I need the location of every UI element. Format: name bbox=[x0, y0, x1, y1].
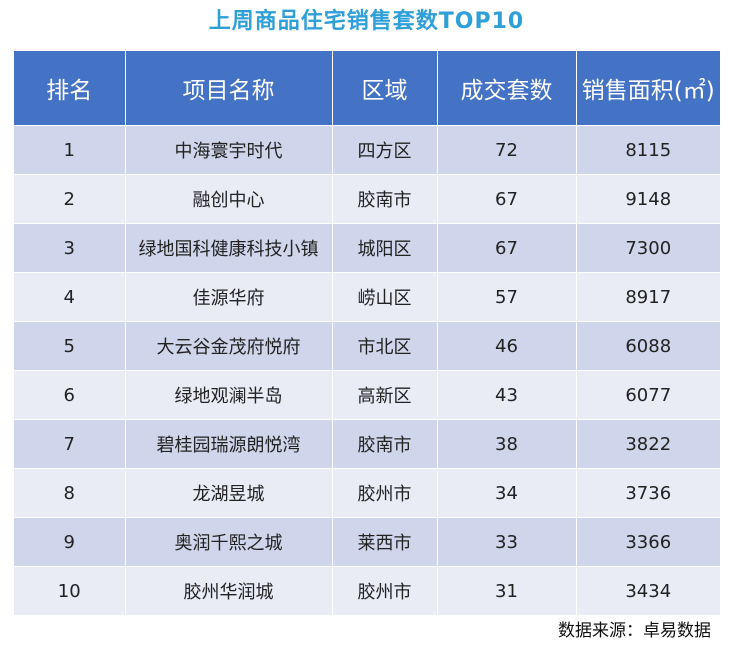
table-row: 8 龙湖昱城 胶州市 34 3736 bbox=[14, 468, 720, 518]
cell-rank: 2 bbox=[14, 174, 126, 224]
header-sales-area: 销售面积(㎡) bbox=[576, 51, 720, 126]
cell-sales-area: 6077 bbox=[576, 370, 720, 420]
table-row: 4 佳源华府 崂山区 57 8917 bbox=[14, 272, 720, 322]
table-row: 1 中海寰宇时代 四方区 72 8115 bbox=[14, 125, 720, 175]
cell-sales-area: 7300 bbox=[576, 223, 720, 273]
header-rank: 排名 bbox=[14, 51, 126, 126]
page-title: 上周商品住宅销售套数TOP10 bbox=[208, 9, 525, 34]
table-row: 10 胶州华润城 胶州市 31 3434 bbox=[14, 566, 720, 615]
cell-district: 崂山区 bbox=[332, 272, 438, 322]
cell-rank: 6 bbox=[14, 370, 126, 420]
cell-rank: 8 bbox=[14, 468, 126, 518]
cell-district: 市北区 bbox=[332, 321, 438, 371]
cell-project-name: 中海寰宇时代 bbox=[125, 125, 333, 175]
cell-district: 莱西市 bbox=[332, 517, 438, 567]
data-source-note: 数据来源：卓易数据 bbox=[558, 621, 711, 641]
table-row: 5 大云谷金茂府悦府 市北区 46 6088 bbox=[14, 321, 720, 371]
cell-sales-area: 3736 bbox=[576, 468, 720, 518]
cell-project-name: 胶州华润城 bbox=[125, 566, 333, 615]
cell-project-name: 绿地观澜半岛 bbox=[125, 370, 333, 420]
cell-project-name: 大云谷金茂府悦府 bbox=[125, 321, 333, 371]
cell-rank: 4 bbox=[14, 272, 126, 322]
cell-units-sold: 33 bbox=[437, 517, 577, 567]
cell-rank: 3 bbox=[14, 223, 126, 273]
cell-units-sold: 38 bbox=[437, 419, 577, 469]
cell-sales-area: 6088 bbox=[576, 321, 720, 371]
table-header-row: 排名 项目名称 区域 成交套数 销售面积(㎡) bbox=[14, 51, 720, 126]
cell-units-sold: 57 bbox=[437, 272, 577, 322]
cell-district: 四方区 bbox=[332, 125, 438, 175]
cell-district: 胶南市 bbox=[332, 419, 438, 469]
cell-rank: 10 bbox=[14, 566, 126, 615]
cell-sales-area: 3366 bbox=[576, 517, 720, 567]
cell-project-name: 奥润千熙之城 bbox=[125, 517, 333, 567]
cell-district: 胶州市 bbox=[332, 468, 438, 518]
header-units-sold: 成交套数 bbox=[437, 51, 577, 126]
cell-district: 高新区 bbox=[332, 370, 438, 420]
cell-sales-area: 8917 bbox=[576, 272, 720, 322]
cell-rank: 5 bbox=[14, 321, 126, 371]
cell-sales-area: 3822 bbox=[576, 419, 720, 469]
cell-sales-area: 9148 bbox=[576, 174, 720, 224]
cell-units-sold: 31 bbox=[437, 566, 577, 615]
cell-project-name: 碧桂园瑞源朗悦湾 bbox=[125, 419, 333, 469]
table-row: 6 绿地观澜半岛 高新区 43 6077 bbox=[14, 370, 720, 420]
cell-rank: 1 bbox=[14, 125, 126, 175]
cell-units-sold: 34 bbox=[437, 468, 577, 518]
sales-ranking-table: 排名 项目名称 区域 成交套数 销售面积(㎡) 1 中海寰宇时代 四方区 72 … bbox=[14, 51, 720, 615]
cell-project-name: 绿地国科健康科技小镇 bbox=[125, 223, 333, 273]
header-project-name: 项目名称 bbox=[125, 51, 333, 126]
header-district: 区域 bbox=[332, 51, 438, 126]
cell-rank: 7 bbox=[14, 419, 126, 469]
table-row: 9 奥润千熙之城 莱西市 33 3366 bbox=[14, 517, 720, 567]
cell-district: 胶南市 bbox=[332, 174, 438, 224]
table-row: 3 绿地国科健康科技小镇 城阳区 67 7300 bbox=[14, 223, 720, 273]
cell-sales-area: 3434 bbox=[576, 566, 720, 615]
cell-district: 胶州市 bbox=[332, 566, 438, 615]
cell-units-sold: 46 bbox=[437, 321, 577, 371]
cell-units-sold: 72 bbox=[437, 125, 577, 175]
cell-units-sold: 67 bbox=[437, 174, 577, 224]
table-row: 7 碧桂园瑞源朗悦湾 胶南市 38 3822 bbox=[14, 419, 720, 469]
cell-project-name: 龙湖昱城 bbox=[125, 468, 333, 518]
cell-sales-area: 8115 bbox=[576, 125, 720, 175]
cell-rank: 9 bbox=[14, 517, 126, 567]
cell-units-sold: 43 bbox=[437, 370, 577, 420]
table-row: 2 融创中心 胶南市 67 9148 bbox=[14, 174, 720, 224]
cell-project-name: 佳源华府 bbox=[125, 272, 333, 322]
cell-units-sold: 67 bbox=[437, 223, 577, 273]
cell-project-name: 融创中心 bbox=[125, 174, 333, 224]
cell-district: 城阳区 bbox=[332, 223, 438, 273]
